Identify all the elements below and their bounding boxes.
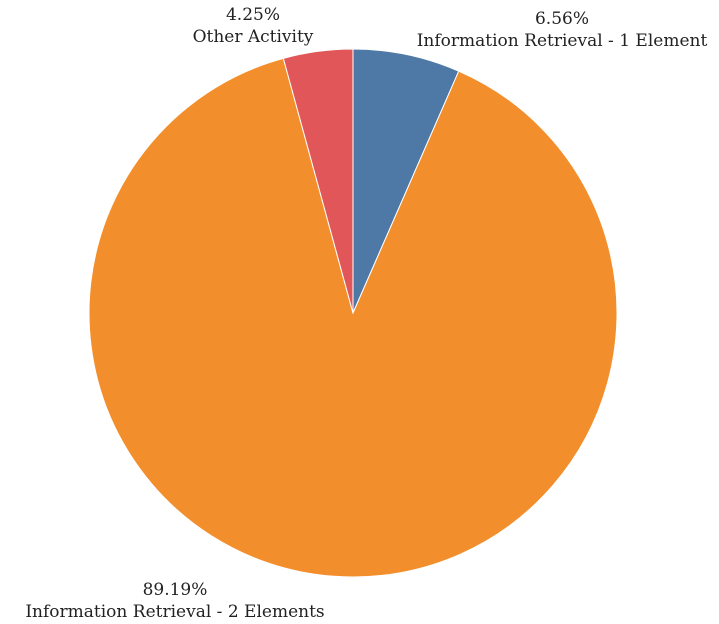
pie-slice-2 bbox=[88, 57, 618, 578]
slice-name-label: Information Retrieval - 2 Elements bbox=[25, 602, 324, 622]
pie-slices bbox=[88, 48, 618, 578]
slice-name-label: Other Activity bbox=[193, 27, 314, 47]
pie-slice-3 bbox=[282, 48, 354, 314]
slice-percent-label: 4.25% bbox=[226, 5, 280, 25]
pie-labels: 6.56%Information Retrieval - 1 Element 89… bbox=[25, 5, 707, 622]
slice-name-label: Information Retrieval - 1 Element bbox=[417, 31, 708, 51]
slice-percent-label: 89.19% bbox=[143, 580, 208, 600]
slice-percent-label: 6.56% bbox=[535, 9, 589, 29]
pie-slice-1 bbox=[352, 48, 460, 314]
